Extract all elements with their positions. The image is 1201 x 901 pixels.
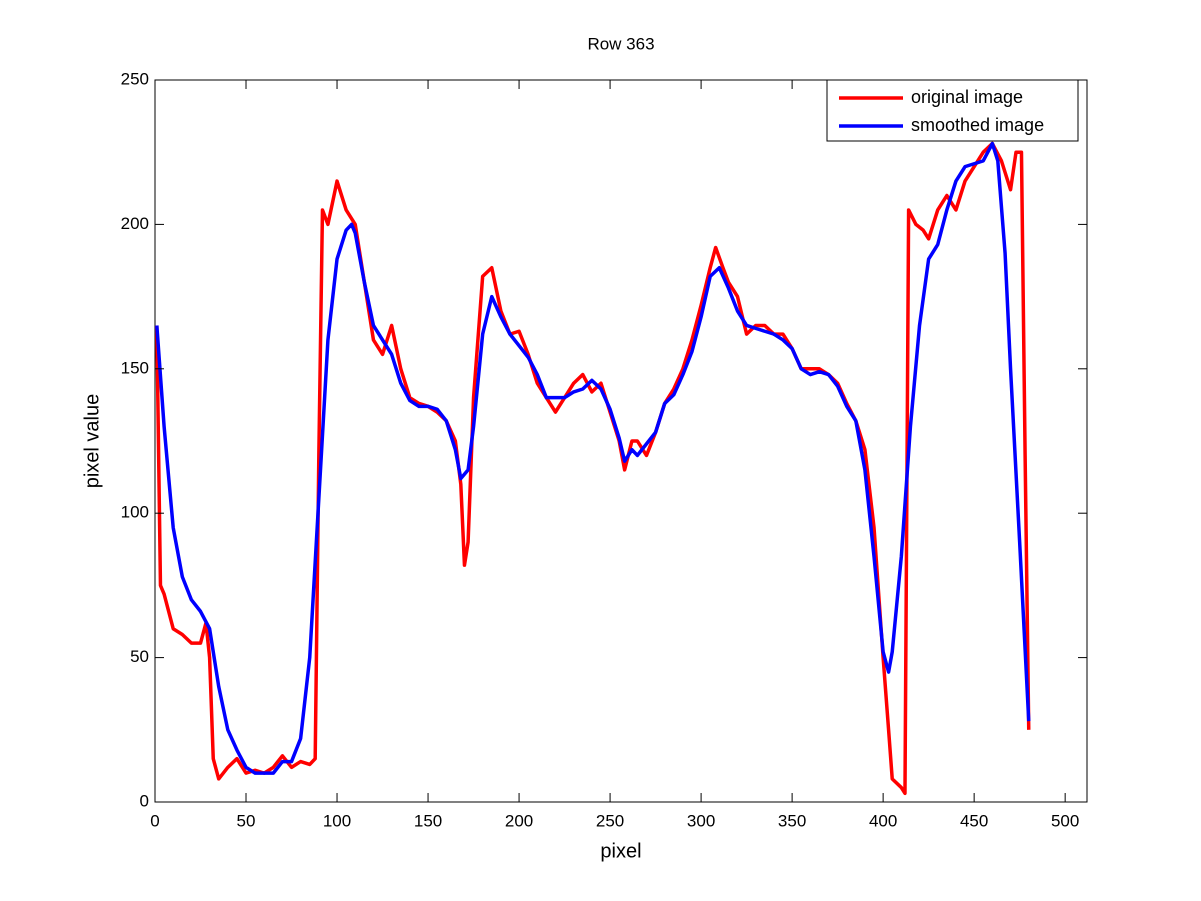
y-tick-label: 100 [121, 503, 149, 522]
x-tick-label: 50 [237, 811, 256, 830]
x-tick-label: 400 [869, 811, 897, 830]
data-line [155, 141, 1031, 796]
x-tick-label: 150 [414, 811, 442, 830]
y-axis-label: pixel value [81, 394, 103, 489]
y-tick-label: 50 [130, 647, 149, 666]
x-tick-label: 200 [505, 811, 533, 830]
legend-label: smoothed image [911, 115, 1044, 135]
x-tick-label: 250 [596, 811, 624, 830]
chart-title: Row 363 [587, 34, 654, 53]
legend-label: original image [911, 87, 1023, 107]
x-tick-label: 500 [1051, 811, 1079, 830]
legend-box [826, 79, 1079, 142]
x-axis-label: pixel [600, 840, 641, 862]
x-tick-label: 300 [687, 811, 715, 830]
y-tick-label: 150 [121, 358, 149, 377]
x-tick-label: 350 [778, 811, 806, 830]
x-tick-label: 100 [323, 811, 351, 830]
x-tick-label: 450 [960, 811, 988, 830]
y-tick-label: 200 [121, 214, 149, 233]
y-tick-label: 0 [140, 791, 149, 810]
plot-frame [154, 79, 1088, 803]
data-line [155, 141, 1031, 775]
x-tick-label: 0 [150, 811, 159, 830]
y-tick-label: 250 [121, 69, 149, 88]
